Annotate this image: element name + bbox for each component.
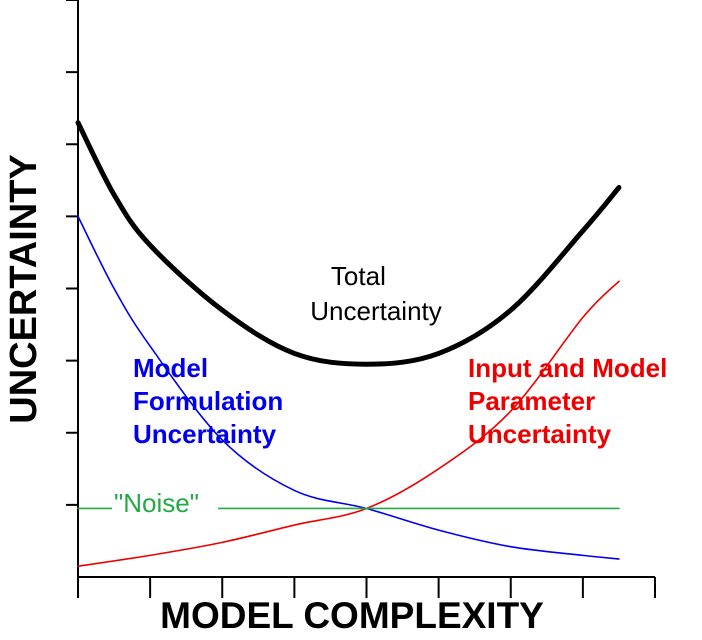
input-label-line-3: Uncertainty bbox=[468, 419, 612, 449]
x-axis-title: MODEL COMPLEXITY bbox=[160, 595, 544, 636]
input-parameter-label: Input and Model Parameter Uncertainty bbox=[468, 353, 675, 449]
total-label-line-2: Uncertainty bbox=[310, 296, 442, 326]
input-label-line-2: Parameter bbox=[468, 386, 595, 416]
input-parameter-curve bbox=[77, 280, 620, 567]
input-label-line-1: Input and Model bbox=[468, 353, 667, 383]
total-label-line-1: Total bbox=[331, 261, 386, 291]
model-formulation-label: Model Formulation Uncertainty bbox=[133, 353, 290, 449]
noise-label-background bbox=[112, 488, 218, 518]
noise-label: "Noise" bbox=[114, 488, 199, 518]
model-label-line-1: Model bbox=[133, 353, 208, 383]
model-label-line-2: Formulation bbox=[133, 386, 283, 416]
x-axis-ticks bbox=[77, 577, 656, 598]
total-curve bbox=[75, 120, 622, 367]
total-uncertainty-label: Total Uncertainty bbox=[310, 261, 442, 326]
y-axis-ticks bbox=[66, 0, 78, 506]
model-formulation-curve bbox=[77, 215, 620, 560]
y-axis-title: UNCERTAINTY bbox=[3, 154, 45, 424]
model-label-line-3: Uncertainty bbox=[133, 419, 277, 449]
